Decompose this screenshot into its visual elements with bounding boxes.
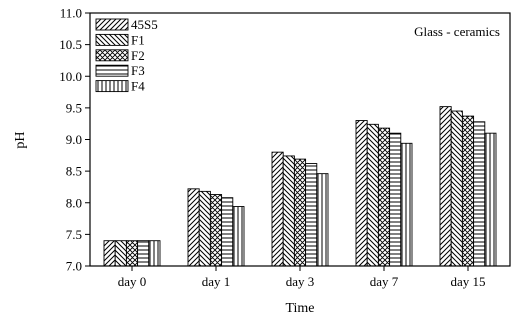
legend-swatch-f1: [95, 33, 129, 46]
chart-annotation: Glass - ceramics: [414, 24, 500, 39]
y-tick-label: 8.0: [66, 195, 82, 210]
bar-f1-day-7: [366, 123, 379, 267]
y-tick-label: 8.5: [66, 164, 82, 179]
bar-f1-day-1: [198, 190, 211, 267]
bar-f2-day-0: [125, 240, 139, 267]
bar-f1-day-0: [114, 240, 127, 267]
bar-f4-day-1: [232, 206, 245, 267]
bar-f3-day-1: [221, 197, 234, 267]
axes-layer: 7.0 7.5 8.0 8.5 9.0 9.5 10.0 10.5 11.0 day 0 day 1…: [59, 6, 511, 289]
legend-label-45s5: 45S5: [131, 17, 158, 32]
bar-f4-day-0: [148, 240, 161, 267]
y-tick-label: 9.5: [66, 100, 82, 115]
legend-swatch-f3: [95, 64, 129, 77]
bar-f2-day-7: [377, 127, 391, 267]
bar-f4-day-3: [316, 173, 329, 267]
bar-45s5-day-7: [355, 120, 368, 267]
y-axis-title: pH: [13, 131, 28, 148]
y-tick-label: 10.5: [59, 37, 82, 52]
legend-label-f1: F1: [131, 32, 145, 47]
bar-45s5-day-3: [271, 151, 284, 267]
legend-label-f3: F3: [131, 63, 145, 78]
bar-f3-day-15: [473, 121, 486, 267]
bar-f4-day-15: [484, 132, 497, 267]
bar-45s5-day-0: [103, 240, 116, 267]
bar-f2-day-3: [293, 158, 307, 267]
y-tick-label: 9.0: [66, 132, 82, 147]
y-tick-label: 11.0: [60, 6, 82, 21]
legend-swatch-f4: [95, 80, 129, 93]
bar-45s5-day-15: [439, 106, 452, 267]
legend-label-f4: F4: [131, 79, 145, 94]
x-tick-label: day 0: [118, 274, 147, 289]
x-tick-label: day 3: [286, 274, 315, 289]
bar-f3-day-3: [305, 163, 318, 267]
x-tick-label: day 7: [370, 274, 399, 289]
y-tick-label: 7.0: [66, 259, 82, 274]
legend-swatch-45s5: [95, 18, 129, 31]
bar-f3-day-0: [137, 240, 150, 267]
bar-45s5-day-1: [187, 188, 200, 267]
legend-label-f2: F2: [131, 48, 145, 63]
x-tick-label: day 15: [450, 274, 485, 289]
y-tick-label: 7.5: [66, 227, 82, 242]
x-tick-label: day 1: [202, 274, 231, 289]
bar-f1-day-3: [282, 155, 295, 267]
bar-f3-day-7: [389, 132, 402, 267]
bar-f2-day-15: [461, 115, 475, 267]
bar-f1-day-15: [450, 110, 463, 267]
bars-layer: [103, 106, 497, 267]
legend-swatch-f2: [95, 49, 129, 62]
y-tick-label: 10.0: [59, 69, 82, 84]
x-axis-title: Time: [285, 301, 314, 316]
bar-f4-day-7: [400, 142, 413, 267]
bar-f2-day-1: [209, 194, 223, 267]
